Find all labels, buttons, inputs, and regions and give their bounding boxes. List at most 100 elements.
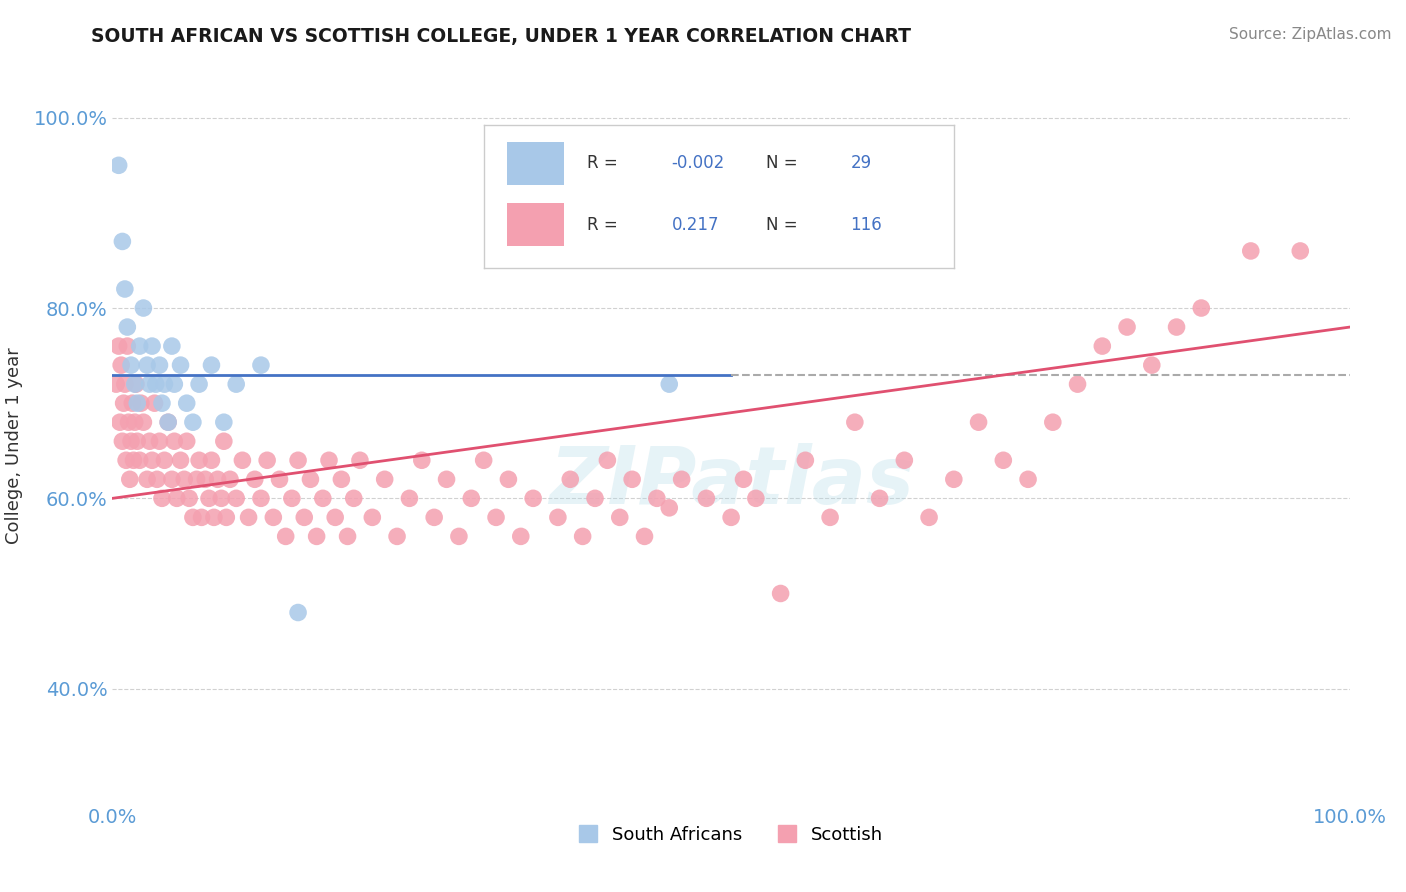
Point (330, 472, 353, 486)
Point (485, 510, 508, 524)
Point (1166, 320, 1188, 334)
Point (148, 358, 170, 372)
Point (124, 415, 146, 429)
Point (243, 472, 266, 486)
Point (200, 453, 222, 467)
Point (117, 320, 139, 334)
Point (1066, 377, 1088, 392)
Point (215, 510, 238, 524)
Point (121, 396, 143, 410)
Point (1140, 358, 1163, 372)
Point (124, 377, 146, 392)
Point (125, 377, 148, 392)
Point (120, 434, 142, 449)
Point (141, 339, 163, 353)
Point (869, 491, 891, 506)
Point (169, 358, 191, 372)
Point (1017, 472, 1039, 486)
Point (114, 377, 136, 392)
Y-axis label: College, Under 1 year: College, Under 1 year (4, 348, 22, 544)
Point (157, 415, 180, 429)
Point (122, 453, 145, 467)
Point (343, 491, 366, 506)
Point (385, 529, 408, 543)
Point (112, 396, 135, 410)
Text: Source: ZipAtlas.com: Source: ZipAtlas.com (1229, 27, 1392, 42)
Point (231, 453, 253, 467)
Point (942, 472, 965, 486)
Point (269, 472, 291, 486)
Point (658, 500, 681, 515)
Point (658, 377, 681, 392)
Point (153, 377, 176, 392)
Point (143, 396, 166, 410)
Point (150, 491, 173, 506)
Point (645, 491, 668, 506)
Point (1116, 320, 1139, 334)
Point (318, 453, 340, 467)
Point (153, 453, 176, 467)
Point (138, 434, 160, 449)
Point (160, 472, 183, 486)
Point (596, 453, 619, 467)
Point (299, 472, 322, 486)
Legend: South Africans, Scottish: South Africans, Scottish (572, 818, 890, 851)
Point (150, 396, 173, 410)
Point (398, 491, 420, 506)
Point (323, 510, 346, 524)
Point (188, 453, 211, 467)
Point (110, 358, 132, 372)
Point (621, 472, 644, 486)
Point (262, 510, 284, 524)
Point (312, 491, 335, 506)
Point (498, 472, 520, 486)
Point (281, 491, 304, 506)
Point (349, 453, 371, 467)
Point (534, 206, 557, 220)
Point (129, 396, 152, 410)
Point (207, 472, 229, 486)
Point (1240, 244, 1263, 258)
Point (127, 396, 149, 410)
Point (194, 472, 217, 486)
Point (117, 339, 139, 353)
Point (169, 453, 191, 467)
Point (128, 453, 150, 467)
Point (111, 434, 134, 449)
Point (361, 510, 384, 524)
Point (166, 491, 188, 506)
Point (844, 415, 866, 429)
Point (118, 472, 141, 486)
Point (132, 415, 155, 429)
Point (583, 491, 606, 506)
Point (305, 529, 328, 543)
Point (447, 529, 470, 543)
Point (633, 529, 655, 543)
Point (423, 510, 446, 524)
Point (107, 158, 129, 172)
Point (547, 510, 569, 524)
Point (176, 434, 198, 449)
Point (460, 491, 482, 506)
Point (522, 491, 544, 506)
Point (794, 453, 817, 467)
Point (132, 301, 155, 315)
Point (138, 377, 160, 392)
Point (1289, 244, 1312, 258)
Point (374, 472, 396, 486)
Point (287, 606, 309, 620)
Point (967, 415, 990, 429)
Point (176, 396, 198, 410)
Point (108, 415, 131, 429)
Point (186, 472, 208, 486)
Point (160, 339, 183, 353)
Point (181, 510, 204, 524)
Point (411, 453, 433, 467)
Point (225, 491, 247, 506)
Point (148, 434, 170, 449)
Point (609, 510, 631, 524)
Point (893, 453, 915, 467)
Point (509, 529, 531, 543)
Point (120, 358, 142, 372)
Point (128, 339, 150, 353)
